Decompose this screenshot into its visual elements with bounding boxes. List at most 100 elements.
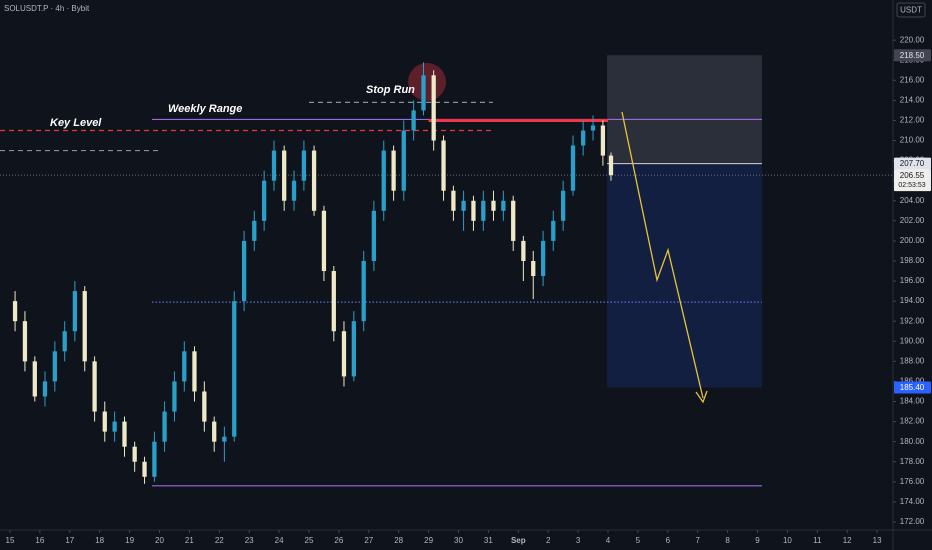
y-tick-label: 186.00 bbox=[900, 377, 925, 386]
x-tick-label: 31 bbox=[484, 536, 493, 545]
y-tick-label: 202.00 bbox=[900, 216, 925, 225]
x-tick-label: 5 bbox=[636, 536, 641, 545]
candle-body bbox=[232, 301, 237, 437]
candle-body bbox=[391, 150, 396, 191]
countdown: 02:53:53 bbox=[898, 182, 925, 189]
annotation: Key Level bbox=[50, 117, 102, 129]
x-tick-label: 24 bbox=[275, 536, 284, 545]
candle-body bbox=[351, 321, 356, 377]
annotation: Weekly Range bbox=[168, 103, 242, 115]
y-tick-label: 190.00 bbox=[900, 336, 925, 345]
x-tick-label: 18 bbox=[95, 536, 104, 545]
candle-body bbox=[52, 351, 57, 382]
y-tick-label: 178.00 bbox=[900, 457, 925, 466]
x-tick-label: 12 bbox=[843, 536, 852, 545]
x-tick-label: 4 bbox=[606, 536, 611, 545]
x-tick-label: 2 bbox=[546, 536, 551, 545]
y-tick-label: 196.00 bbox=[900, 276, 925, 285]
x-tick-label: 22 bbox=[215, 536, 224, 545]
x-tick-label: 28 bbox=[394, 536, 403, 545]
candle-body bbox=[241, 240, 247, 302]
y-tick-label: 194.00 bbox=[900, 296, 925, 305]
candle-body bbox=[162, 411, 167, 442]
y-tick-label: 212.00 bbox=[900, 116, 925, 125]
candle-body bbox=[282, 150, 287, 201]
last-price-box bbox=[894, 169, 931, 192]
projection-arrow-head bbox=[695, 390, 708, 404]
annotation: Stop Run bbox=[366, 84, 415, 96]
x-tick-label: 6 bbox=[666, 536, 671, 545]
candle-body bbox=[331, 271, 336, 332]
x-tick-label: 23 bbox=[245, 536, 254, 545]
target-tag: 185.40 bbox=[900, 383, 925, 392]
candle-body bbox=[102, 411, 107, 432]
y-tick-label: 198.00 bbox=[900, 256, 925, 265]
candle-body bbox=[361, 260, 366, 322]
candle-body bbox=[501, 200, 506, 211]
y-tick-label: 174.00 bbox=[900, 497, 925, 506]
y-tick-label: 188.00 bbox=[900, 356, 925, 365]
candle-body bbox=[381, 150, 386, 211]
x-tick-label: 19 bbox=[125, 536, 134, 545]
candle-body bbox=[301, 150, 307, 181]
stop-tag-box bbox=[894, 49, 931, 62]
x-tick-label: 17 bbox=[65, 536, 74, 545]
candle-body bbox=[202, 391, 207, 422]
candle-body bbox=[212, 421, 217, 442]
stop-tag: 218.50 bbox=[900, 51, 925, 60]
last-price-tag: 206.55 bbox=[900, 171, 925, 180]
y-tick-label: 184.00 bbox=[900, 397, 925, 406]
y-tick-label: 200.00 bbox=[900, 236, 925, 245]
x-tick-label: 25 bbox=[305, 536, 314, 545]
y-tick-label: 180.00 bbox=[900, 437, 925, 446]
x-tick-label: Sep bbox=[511, 536, 526, 545]
candle-body bbox=[551, 220, 556, 241]
candle-body bbox=[321, 210, 327, 272]
candle-body bbox=[471, 200, 476, 221]
candle-body bbox=[608, 155, 614, 176]
candle-body bbox=[62, 331, 67, 352]
y-tick-label: 214.00 bbox=[900, 95, 925, 104]
candle-body bbox=[82, 291, 87, 362]
candle-body bbox=[341, 331, 347, 377]
x-tick-label: 26 bbox=[334, 536, 343, 545]
candle-body bbox=[521, 240, 526, 261]
candle-body bbox=[561, 190, 566, 221]
candle-body bbox=[32, 361, 37, 397]
candle-body bbox=[590, 125, 596, 131]
candle-body bbox=[461, 200, 466, 211]
y-tick-label: 176.00 bbox=[900, 477, 925, 486]
y-tick-label: 182.00 bbox=[900, 417, 925, 426]
x-tick-label: 29 bbox=[424, 536, 433, 545]
x-tick-label: 27 bbox=[364, 536, 373, 545]
target-zone bbox=[607, 163, 762, 388]
candle-body bbox=[132, 446, 137, 462]
candle-body bbox=[511, 200, 516, 241]
candle-body bbox=[182, 351, 187, 382]
candle-body bbox=[581, 130, 586, 146]
candle-body bbox=[152, 441, 157, 477]
x-tick-label: 11 bbox=[813, 536, 822, 545]
x-tick-label: 13 bbox=[873, 536, 882, 545]
candle-body bbox=[451, 190, 456, 211]
candle-body bbox=[371, 210, 377, 261]
candle-body bbox=[92, 361, 97, 412]
candle-body bbox=[481, 200, 486, 221]
candle-body bbox=[12, 301, 18, 322]
drawings bbox=[0, 55, 893, 487]
candle-body bbox=[271, 150, 277, 181]
entry-tag-box bbox=[894, 157, 931, 170]
candle-body bbox=[262, 180, 267, 221]
x-tick-label: 3 bbox=[576, 536, 581, 545]
x-tick-label: 21 bbox=[185, 536, 194, 545]
target-tag-box bbox=[894, 381, 931, 394]
y-tick-label: 192.00 bbox=[900, 316, 925, 325]
currency-label: USDT bbox=[900, 6, 922, 15]
y-tick-label: 210.00 bbox=[900, 136, 925, 145]
stop-run-highlight bbox=[408, 63, 446, 101]
candle-body bbox=[431, 75, 436, 141]
x-tick-label: 10 bbox=[783, 536, 792, 545]
